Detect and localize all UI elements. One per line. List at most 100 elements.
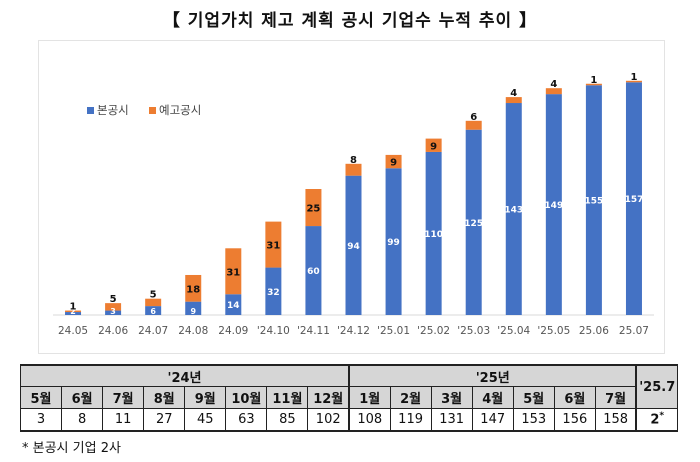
- data-label-main-13: 149: [544, 201, 563, 211]
- month-header-12: 4월: [471, 386, 514, 409]
- data-label-main-9: 99: [387, 238, 400, 248]
- x-tick-label-14: 25.06: [579, 325, 609, 337]
- bar-2-preliminary-disclosure: [105, 303, 122, 311]
- data-label-preliminary-9: 9: [390, 158, 397, 169]
- month-header-row: 5월 6월 7월 8월 9월 10월 11월 12월 1월 2월 3월 4월 5월 6월 7월: [19, 386, 678, 409]
- data-label-main-10: 110: [424, 230, 443, 240]
- bar-12-preliminary-disclosure: [505, 97, 522, 104]
- data-label-preliminary-4: 18: [186, 284, 200, 295]
- bar-3-preliminary-disclosure: [145, 298, 162, 307]
- bar-10-preliminary-disclosure: [425, 138, 442, 152]
- data-label-preliminary-7: 25: [306, 204, 320, 215]
- data-label-preliminary-2: 5: [110, 294, 117, 305]
- count-cell-15: 158: [594, 408, 637, 432]
- bar-7-preliminary-disclosure: [305, 189, 322, 227]
- bar-15-preliminary-disclosure: [625, 80, 642, 83]
- count-cell-13: 153: [512, 408, 555, 432]
- stacked-bar-chart: 2124.053524.066524.0791824.08143124.0932…: [53, 72, 654, 337]
- data-label-preliminary-11: 6: [470, 112, 477, 123]
- data-label-preliminary-10: 9: [430, 141, 437, 152]
- data-label-main-1: 2: [70, 307, 76, 316]
- bar-10-main-disclosure: [425, 151, 442, 315]
- data-label-preliminary-8: 8: [350, 155, 357, 166]
- month-header-13: 5월: [512, 386, 555, 409]
- data-label-preliminary-12: 4: [510, 88, 517, 99]
- bar-11-preliminary-disclosure: [465, 120, 482, 130]
- month-header-3: 7월: [102, 386, 145, 409]
- chart-title: 【 기업가치 제고 계획 공시 기업수 누적 추이 】: [162, 11, 538, 31]
- year-header-3: '25.7: [635, 364, 679, 409]
- x-tick-label-5: 24.09: [218, 325, 248, 337]
- data-label-main-15: 157: [625, 195, 644, 205]
- bar-6-main-disclosure: [265, 267, 282, 315]
- count-cell-9: 108: [347, 408, 391, 432]
- data-label-main-11: 125: [464, 219, 483, 229]
- x-tick-label-3: 24.07: [138, 325, 168, 337]
- x-tick-label-15: 25.07: [619, 325, 649, 337]
- x-tick-label-4: 24.08: [178, 325, 208, 337]
- bar-1-preliminary-disclosure: [65, 310, 82, 313]
- x-tick-label-11: '25.03: [457, 325, 490, 337]
- data-label-main-14: 155: [585, 197, 604, 207]
- data-label-main-8: 94: [347, 242, 360, 252]
- month-header-11: 3월: [430, 386, 473, 409]
- month-header-1: 5월: [19, 386, 63, 409]
- data-label-preliminary-6: 31: [266, 241, 280, 252]
- month-header-14: 6월: [553, 386, 596, 409]
- bar-15-main-disclosure: [625, 82, 642, 315]
- month-header-9: 1월: [347, 386, 391, 409]
- data-label-preliminary-1: 1: [70, 302, 77, 313]
- count-cell-6: 63: [225, 408, 268, 432]
- count-cell-10: 119: [389, 408, 432, 432]
- bar-14-preliminary-disclosure: [585, 83, 602, 86]
- count-cell-4: 27: [143, 408, 186, 432]
- data-label-main-2: 3: [110, 307, 116, 316]
- bar-13-preliminary-disclosure: [545, 88, 562, 95]
- value-row: 3 8 11 27 45 63 85 102 108 119 131 147 153 156 158 2*: [19, 408, 679, 432]
- month-header-15: 7월: [594, 386, 637, 409]
- data-label-preliminary-13: 4: [550, 79, 557, 90]
- data-label-preliminary-15: 1: [630, 72, 637, 83]
- data-label-main-3: 6: [150, 307, 156, 316]
- count-cell-2: 8: [61, 408, 104, 432]
- data-label-main-5: 14: [227, 301, 240, 311]
- x-tick-label-6: '24.10: [257, 325, 290, 337]
- x-tick-label-2: 24.06: [98, 325, 128, 337]
- x-tick-label-12: '25.04: [497, 325, 530, 337]
- data-label-main-6: 32: [267, 288, 280, 298]
- count-cell-8: 102: [307, 408, 350, 432]
- bar-9-preliminary-disclosure: [385, 154, 402, 169]
- x-tick-label-7: '24.11: [297, 325, 330, 337]
- legend-swatch-2: [149, 107, 156, 114]
- count-cell-3: 11: [102, 408, 145, 432]
- data-label-main-7: 60: [307, 267, 320, 277]
- month-header-5: 9월: [184, 386, 227, 409]
- bar-13-main-disclosure: [545, 94, 562, 315]
- year-header-2: '25년: [347, 364, 637, 387]
- month-header-7: 11월: [266, 386, 309, 409]
- month-header-6: 10월: [225, 386, 268, 409]
- count-cell-2025-07-extra: 2*: [635, 408, 679, 432]
- x-tick-label-10: '25.02: [417, 325, 450, 337]
- bar-14-main-disclosure: [585, 85, 602, 315]
- month-header-2: 6월: [61, 386, 104, 409]
- bar-3-main-disclosure: [145, 306, 162, 315]
- year-header-row: '24년 '25년 '25.7: [20, 364, 679, 409]
- x-tick-label-13: '25.05: [537, 325, 570, 337]
- bar-5-preliminary-disclosure: [225, 248, 242, 295]
- year-header-1: '24년: [20, 364, 350, 387]
- month-header-4: 8월: [143, 386, 186, 409]
- x-tick-label-1: 24.05: [58, 325, 88, 337]
- count-cell-7: 85: [266, 408, 309, 432]
- legend-label-1: 본공시: [97, 103, 129, 117]
- chart-area: 2 1 24.05 3 5 24.06 6 5 24.07 9 18 24.08 14 31 24.09 32…: [38, 40, 665, 354]
- footnote-mark: *: [659, 411, 665, 422]
- month-header-8: 12월: [307, 386, 350, 409]
- count-cell-14: 156: [553, 408, 596, 432]
- bar-4-main-disclosure: [185, 301, 202, 315]
- count-cell-12: 147: [471, 408, 514, 432]
- bar-11-main-disclosure: [465, 129, 482, 315]
- bar-12-main-disclosure: [505, 103, 522, 315]
- bar-1-main-disclosure: [65, 312, 82, 315]
- cumulative-count-table: '24년 '25년 '25.7 5월 6월 7월 8월 9월 10월 11월 12월 1월 2월 3월 4…: [19, 364, 679, 432]
